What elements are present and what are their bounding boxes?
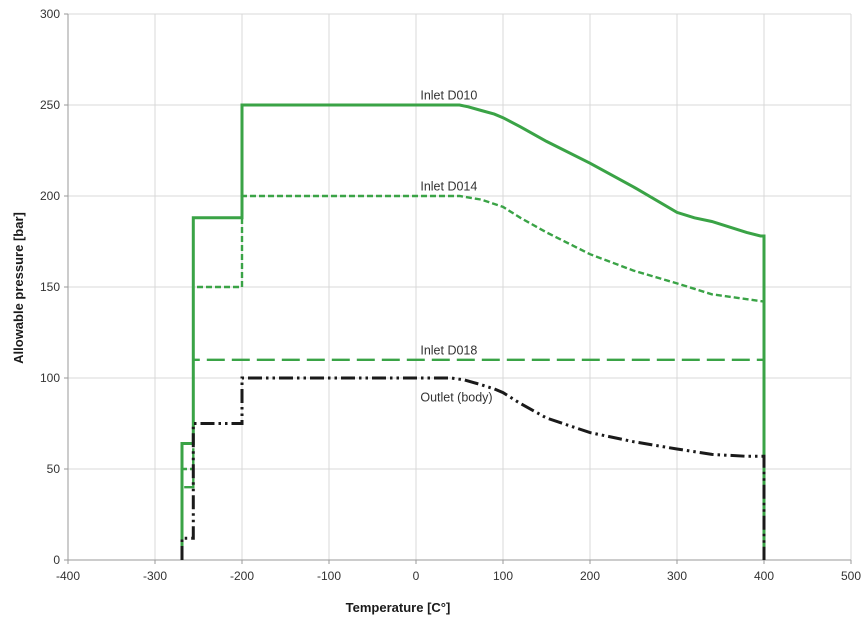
x-tick-label: 100: [493, 569, 513, 583]
y-tick-label: 200: [40, 189, 60, 203]
series-line-inlet-d010: [180, 103, 766, 560]
x-tick-label: 500: [841, 569, 861, 583]
y-tick-label: 0: [53, 553, 60, 567]
series-label-outlet-body: Outlet (body): [420, 391, 492, 405]
series-label-inlet-d018: Inlet D018: [420, 343, 477, 357]
x-axis-title: Temperature [C°]: [346, 600, 451, 615]
x-tick-label: -300: [143, 569, 167, 583]
x-tick-label: -100: [317, 569, 341, 583]
series-line-inlet-d014: [180, 194, 766, 560]
y-tick-label: 300: [40, 7, 60, 21]
y-axis-title: Allowable pressure [bar]: [11, 212, 26, 364]
series-line-inlet-d018: [180, 358, 766, 560]
x-tick-label: 400: [754, 569, 774, 583]
x-tick-label: -400: [56, 569, 80, 583]
series-labels: Inlet D010 Inlet D014 Inlet D018 Outlet (bo…: [420, 89, 492, 405]
axes: -400 -300 -200 -100 0 100 200 300 400 500 0 50 100 15…: [40, 7, 861, 583]
series-lines: [180, 103, 766, 560]
series-label-inlet-d010: Inlet D010: [420, 89, 477, 103]
x-tick-label: 300: [667, 569, 687, 583]
series-label-inlet-d014: Inlet D014: [420, 180, 477, 194]
y-tick-label: 50: [47, 462, 61, 476]
x-tick-label: 200: [580, 569, 600, 583]
y-tick-label: 100: [40, 371, 60, 385]
x-tick-label: -200: [230, 569, 254, 583]
series-line-outlet-body: [180, 376, 766, 560]
y-tick-label: 150: [40, 280, 60, 294]
y-tick-label: 250: [40, 98, 60, 112]
x-tick-label: 0: [413, 569, 420, 583]
